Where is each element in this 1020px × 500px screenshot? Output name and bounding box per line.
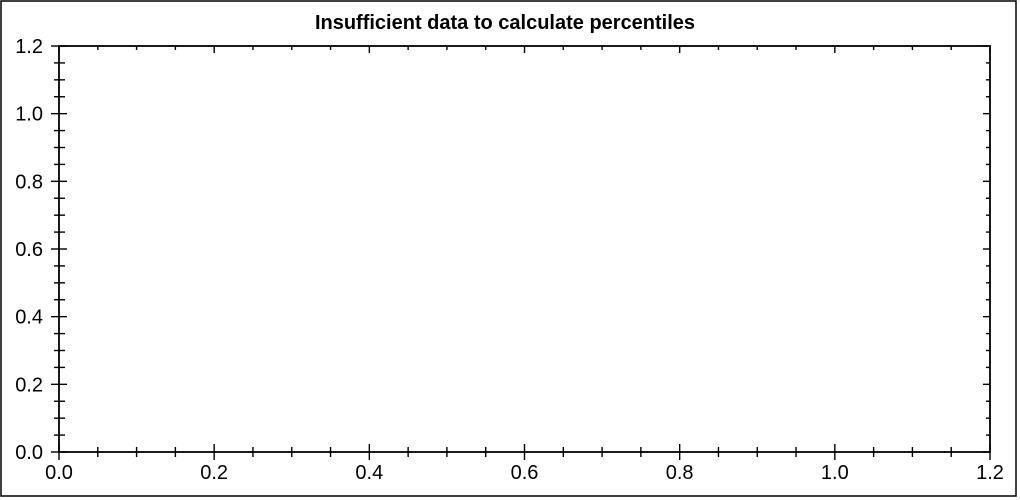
y-tick-label: 1.2: [15, 36, 43, 58]
y-tick-label: 0.6: [15, 239, 43, 261]
x-tick-label: 0.0: [45, 462, 73, 484]
x-tick-label: 1.2: [976, 462, 1004, 484]
y-tick-label: 0.0: [15, 442, 43, 464]
x-tick-label: 1.0: [821, 462, 849, 484]
x-tick-label: 0.4: [355, 462, 383, 484]
x-tick-label: 0.8: [666, 462, 694, 484]
chart-title: Insufficient data to calculate percentil…: [314, 12, 696, 34]
y-tick-label: 0.8: [15, 171, 43, 193]
y-tick-label: 0.4: [15, 307, 43, 329]
x-tick-label: 0.2: [200, 462, 228, 484]
x-tick-label: 0.6: [511, 462, 539, 484]
y-tick-label: 0.2: [15, 374, 43, 396]
plot-frame: [58, 45, 991, 453]
y-tick-label: 1.0: [15, 104, 43, 126]
